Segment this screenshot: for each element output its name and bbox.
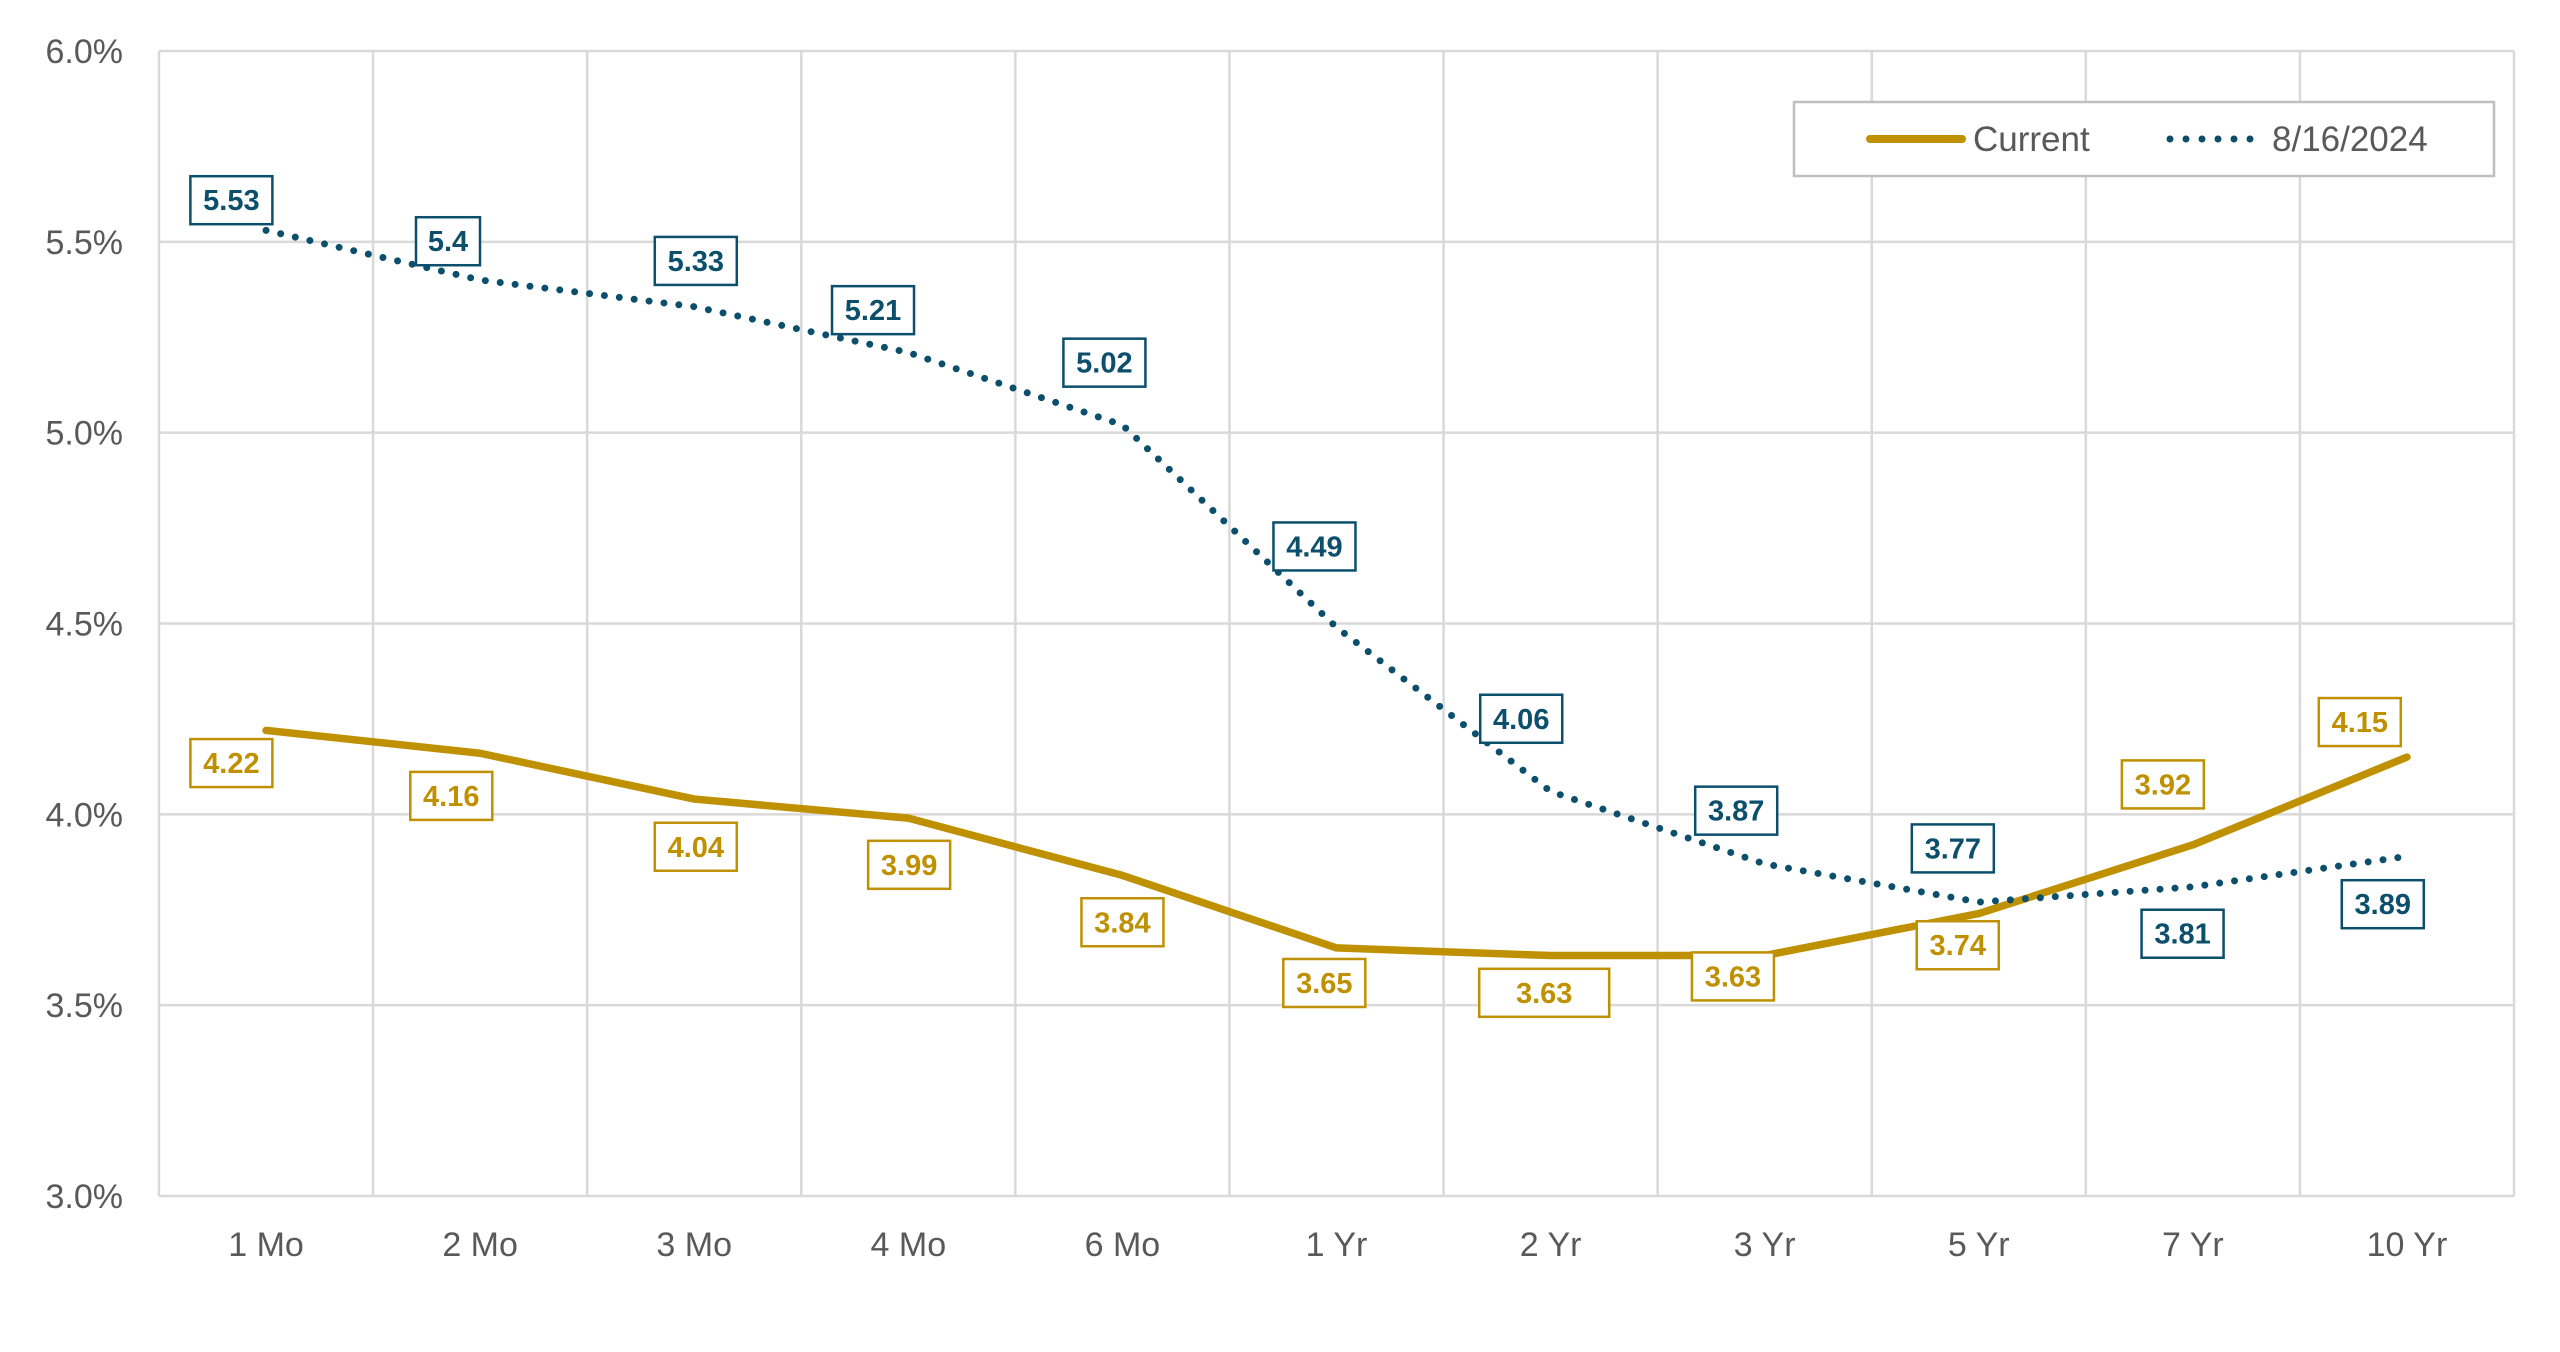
data-label-box: [1910, 823, 1996, 874]
data-label: 4.22: [203, 748, 259, 780]
data-label-box: [1478, 693, 1564, 745]
data-label: 3.84: [1094, 907, 1150, 939]
data-label-box: [414, 215, 482, 267]
data-label: 3.77: [1925, 833, 1981, 865]
data-label-box: [1693, 785, 1779, 836]
data-label: 4.15: [2332, 707, 2388, 739]
y-tick-label: 5.5%: [46, 224, 124, 262]
data-label-box: [2317, 696, 2403, 748]
legend: Current 8/16/2024: [1792, 100, 2496, 178]
data-label: 5.53: [203, 185, 259, 217]
data-label: 3.92: [2135, 769, 2191, 801]
x-axis-ticks: 1 Mo 2 Mo 3 Mo 4 Mo 6 Mo 1 Yr 2 Yr 3 Yr 5 Yr 7 Yr…: [228, 1226, 2447, 1264]
data-labels: 4.22 4.16 4.04 3.99 3.84 3.65 3.63 3.63 3.74 3.92…: [189, 174, 2426, 1019]
data-label-box: [409, 770, 494, 822]
x-tick-label: 10 Yr: [2367, 1226, 2448, 1264]
data-label-box: [1477, 967, 1611, 1019]
data-label-box: [653, 235, 739, 287]
data-label: 4.49: [1286, 531, 1342, 563]
data-label: 3.99: [881, 850, 937, 882]
legend-current-label: Current: [1973, 120, 2090, 159]
data-label: 4.06: [1493, 704, 1549, 736]
x-tick-label: 7 Yr: [2162, 1226, 2224, 1264]
y-tick-label: 5.0%: [46, 415, 124, 453]
data-label-box: [189, 174, 274, 226]
data-label-box: [866, 839, 952, 891]
x-tick-label: 3 Mo: [656, 1226, 732, 1264]
x-tick-label: 2 Yr: [1520, 1226, 1582, 1264]
data-label: 3.63: [1516, 978, 1572, 1010]
y-tick-label: 3.5%: [46, 987, 124, 1025]
data-label-box: [2340, 878, 2426, 930]
data-label: 3.65: [1296, 968, 1352, 1000]
y-axis-ticks: 3.0% 3.5% 4.0% 4.5% 5.0% 5.5% 6.0%: [46, 33, 124, 1216]
x-tick-label: 3 Yr: [1734, 1226, 1796, 1264]
data-label-box: [653, 821, 739, 873]
y-tick-label: 4.5%: [46, 606, 124, 644]
data-label-box: [1282, 957, 1367, 1009]
x-tick-label: 2 Mo: [442, 1226, 518, 1264]
series-lines: [262, 226, 2411, 960]
data-label-box: [830, 284, 916, 336]
data-label-box: [2140, 908, 2225, 959]
data-label: 4.16: [423, 781, 479, 813]
data-label: 3.89: [2355, 889, 2411, 921]
data-label: 5.33: [668, 246, 724, 278]
x-tick-label: 1 Mo: [228, 1226, 304, 1264]
x-tick-label: 4 Mo: [871, 1226, 947, 1264]
data-label-box: [1272, 521, 1357, 572]
data-label: 5.4: [428, 226, 468, 258]
data-label: 4.04: [668, 832, 724, 864]
gridlines: [157, 49, 2516, 1198]
data-label: 3.81: [2154, 919, 2210, 951]
x-tick-label: 1 Yr: [1306, 1226, 1368, 1264]
data-label: 5.21: [845, 295, 901, 327]
data-label-box: [1080, 897, 1165, 948]
data-label-box: [1690, 951, 1776, 1002]
data-label-box: [1915, 919, 2000, 971]
y-tick-label: 4.0%: [46, 796, 124, 834]
data-label: 3.63: [1705, 961, 1761, 993]
y-tick-label: 6.0%: [46, 33, 124, 71]
data-label: 3.87: [1708, 796, 1764, 828]
data-label-box: [1062, 337, 1147, 388]
x-tick-label: 5 Yr: [1948, 1226, 2010, 1264]
data-label: 3.74: [1930, 930, 1986, 962]
data-label-box: [2120, 759, 2206, 810]
x-tick-label: 6 Mo: [1085, 1226, 1161, 1264]
y-tick-label: 3.0%: [46, 1178, 124, 1216]
legend-prior-label: 8/16/2024: [2272, 120, 2428, 159]
data-label-box: [189, 737, 274, 789]
data-label: 5.02: [1076, 348, 1132, 380]
